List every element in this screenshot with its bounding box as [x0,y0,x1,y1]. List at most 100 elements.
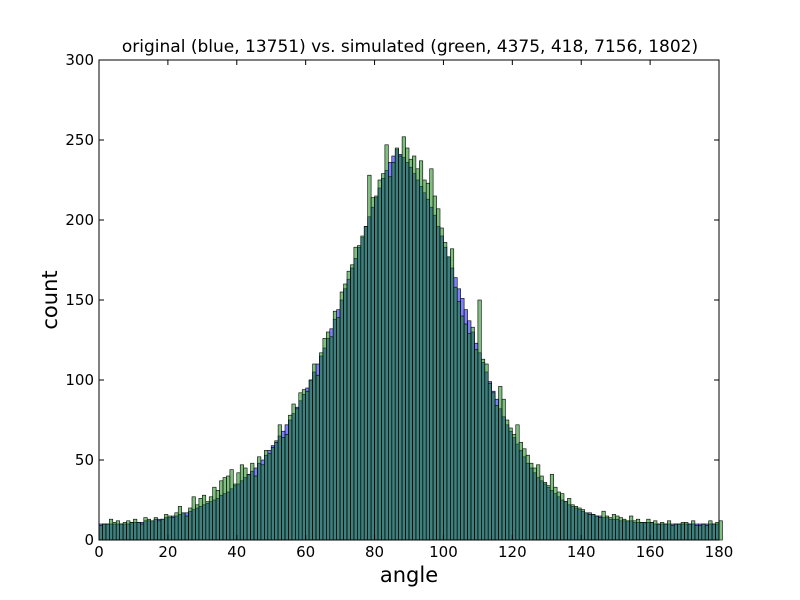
simulated-bar [543,482,548,541]
simulated-bar [257,456,262,541]
y-tick-label: 0 [84,531,94,549]
simulated-bar [450,248,455,541]
simulated-bar [198,498,203,541]
simulated-bar [160,518,165,541]
simulated-bar [219,480,224,541]
simulated-bar [508,427,513,541]
simulated-bar [329,336,334,541]
simulated-bar [202,494,207,541]
simulated-bar [381,173,386,541]
simulated-bar [353,246,358,541]
simulated-bar [539,475,544,541]
simulated-bar [157,520,162,541]
simulated-bar [525,454,530,541]
simulated-bar [532,467,537,541]
simulated-bar [536,464,541,541]
simulated-bar [629,515,634,541]
simulated-bar [136,522,141,541]
simulated-bar [591,514,596,541]
simulated-bar [691,520,696,541]
simulated-bar [415,168,420,541]
simulated-bar [401,136,406,541]
simulated-bar [305,390,310,541]
simulated-bar [611,514,616,541]
simulated-bar [605,515,610,541]
x-tick-label: 40 [227,543,246,561]
simulated-bar [370,197,375,541]
simulated-bar [308,379,313,541]
simulated-bar [594,515,599,541]
x-axis-label: angle [380,563,438,587]
simulated-bar [233,483,238,541]
simulated-bar [587,514,592,541]
simulated-bar [215,490,220,541]
simulated-bar [357,245,362,541]
x-tick-label: 140 [567,543,596,561]
simulated-bar [367,174,372,541]
simulated-bar [711,523,716,541]
simulated-bar [250,462,255,541]
simulated-bar [264,450,269,541]
simulated-bar [687,523,692,541]
simulated-bar [577,507,582,541]
simulated-bar [563,501,568,541]
simulated-bar [642,522,647,541]
simulated-bar [105,523,110,541]
simulated-bar [670,525,675,541]
simulated-bar [425,182,430,541]
simulated-bar [556,491,561,541]
simulated-bar [460,315,465,541]
simulated-bar [115,520,120,541]
simulated-bar [522,448,527,541]
simulated-bar [608,517,613,541]
simulated-bar [281,437,286,541]
y-tick-label: 250 [65,131,94,149]
y-axis-label: count [38,270,62,329]
simulated-bar [512,434,517,541]
simulated-bar [560,493,565,541]
simulated-bar [350,264,355,541]
simulated-bar [663,523,668,541]
simulated-bar [374,195,379,541]
simulated-bar [274,442,279,541]
simulated-bar [295,408,300,541]
simulated-bar [505,419,510,541]
simulated-bar [636,518,641,541]
simulated-bar [339,291,344,541]
simulated-bar [212,486,217,541]
simulated-bar [584,512,589,541]
simulated-bar [698,525,703,541]
simulated-bar [267,453,272,541]
simulated-bar [167,515,172,541]
simulated-bar [236,472,241,541]
simulated-bar [580,509,585,541]
simulated-bar [570,504,575,541]
simulated-bar [649,522,654,541]
simulated-bar [546,485,551,541]
x-tick-label: 160 [636,543,665,561]
simulated-bar [260,464,265,541]
simulated-bar [277,424,282,541]
simulated-bar [336,317,341,541]
simulated-bar [708,520,713,541]
y-tick-label: 100 [65,371,94,389]
simulated-bar [177,506,182,541]
simulated-bar [419,160,424,541]
axis-ticks: 0 20 40 60 80 100 120 140 160 180 0 50 100 150 200 250 3… [65,51,733,561]
simulated-bar [467,333,472,541]
simulated-bar [598,517,603,541]
simulated-bar [656,523,661,541]
simulated-bar [456,301,461,541]
simulated-bar [284,434,289,541]
simulated-bar [109,518,114,541]
simulated-bar [660,522,665,541]
simulated-bar [529,462,534,541]
simulated-bar [618,517,623,541]
x-tick-label: 120 [498,543,527,561]
simulated-bar [195,504,200,541]
simulated-bar [129,522,134,541]
simulated-bar [684,522,689,541]
simulated-bar [701,523,706,541]
simulated-bar [601,510,606,541]
simulated-bar [171,517,176,541]
